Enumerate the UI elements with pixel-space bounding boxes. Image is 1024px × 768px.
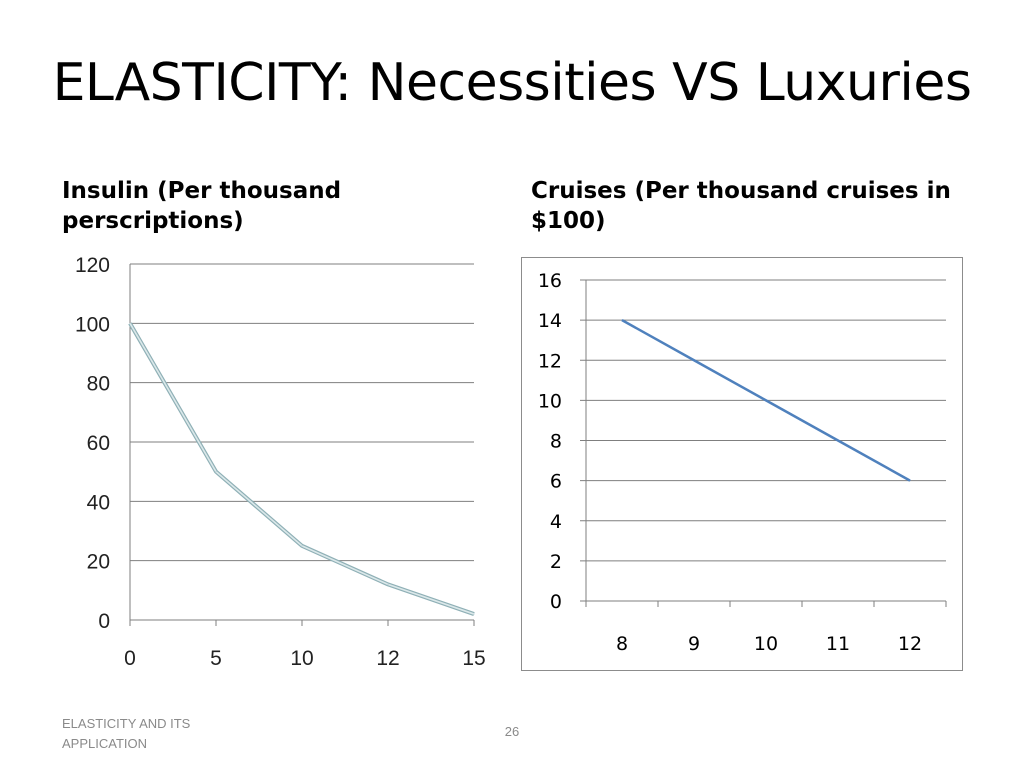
x-tick-label: 8: [616, 633, 628, 655]
data-point: [693, 359, 695, 361]
data-point: [129, 322, 131, 324]
y-tick-label: 6: [550, 471, 562, 493]
x-tick-label: 9: [688, 633, 700, 655]
insulin-heading: Insulin (Per thousand perscriptions): [62, 178, 342, 234]
y-tick-label: 80: [87, 373, 110, 396]
y-tick-label: 16: [538, 270, 562, 292]
y-tick-label: 2: [550, 551, 562, 573]
slide-title: ELASTICITY: Necessities VS Luxuries: [52, 53, 972, 113]
data-point: [215, 471, 217, 473]
y-tick-label: 4: [550, 511, 562, 533]
data-point: [837, 440, 839, 441]
page-number: 26: [504, 724, 520, 739]
data-point: [387, 583, 389, 585]
x-tick-label: 15: [462, 647, 485, 670]
y-tick-label: 0: [98, 610, 110, 633]
y-tick-label: 12: [538, 350, 562, 372]
data-point: [473, 613, 475, 615]
x-tick-label: 12: [898, 633, 922, 655]
x-tick-label: 0: [124, 647, 136, 670]
y-tick-label: 20: [87, 551, 110, 574]
y-tick-label: 120: [75, 254, 110, 277]
data-point: [909, 480, 911, 482]
cruises-heading: Cruises (Per thousand cruises in $100): [531, 178, 951, 234]
y-tick-label: 14: [538, 310, 562, 332]
data-point: [765, 399, 767, 401]
chart-frame: [521, 257, 963, 671]
x-tick-label: 11: [826, 633, 850, 655]
y-tick-label: 8: [550, 431, 562, 453]
footer-text: ELASTICITY AND ITS APPLICATION: [62, 716, 191, 751]
x-tick-label: 5: [210, 647, 222, 670]
x-tick-label: 12: [376, 647, 399, 670]
x-tick-label: 10: [290, 647, 313, 670]
data-point: [301, 545, 303, 547]
y-tick-label: 10: [538, 390, 562, 412]
x-tick-label: 10: [754, 633, 778, 655]
y-tick-label: 100: [75, 313, 110, 336]
y-tick-label: 40: [87, 491, 110, 514]
y-tick-label: 0: [550, 591, 562, 613]
y-tick-label: 60: [87, 432, 110, 455]
data-point: [621, 319, 623, 321]
